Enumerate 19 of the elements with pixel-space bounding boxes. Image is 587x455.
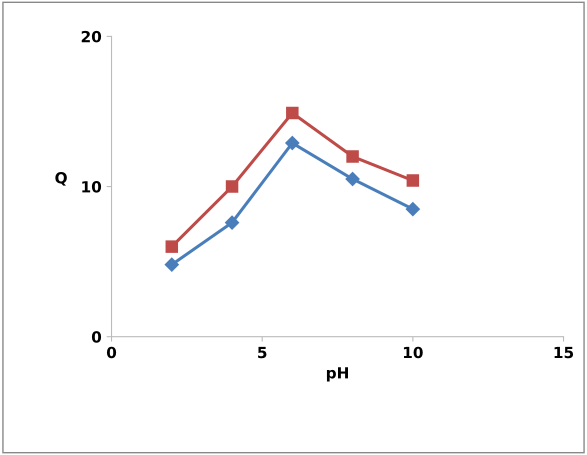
point bbox=[224, 216, 240, 230]
point bbox=[406, 174, 420, 187]
point bbox=[286, 106, 299, 120]
point bbox=[406, 202, 420, 216]
point bbox=[166, 240, 178, 253]
x-tick-label: 10 bbox=[404, 346, 423, 358]
point bbox=[226, 180, 238, 193]
point bbox=[346, 172, 360, 186]
point bbox=[346, 150, 359, 163]
x-axis-title: pH bbox=[326, 367, 348, 382]
x-tick-label: 5 bbox=[258, 346, 266, 358]
y-tick-label: 0 bbox=[92, 331, 102, 343]
y-tick-label: 10 bbox=[82, 181, 102, 193]
y-tick-label: 20 bbox=[82, 30, 102, 42]
point bbox=[164, 258, 179, 272]
y-axis-title: Q bbox=[55, 172, 67, 186]
point bbox=[285, 136, 300, 150]
x-tick-label: 15 bbox=[554, 346, 574, 358]
x-tick-label: 0 bbox=[106, 346, 116, 358]
